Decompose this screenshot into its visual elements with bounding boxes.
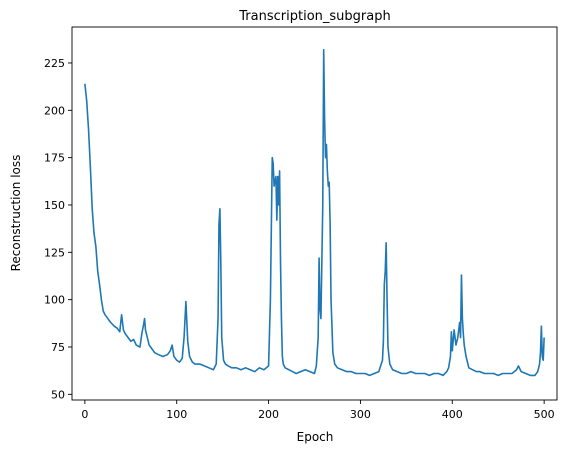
y-tick-label: 150 [44,199,65,212]
x-axis: 0 100 200 300 400 500 [81,400,554,421]
x-axis-label: Epoch [297,430,334,444]
y-tick-label: 75 [51,341,65,354]
y-axis: 50 75 100 125 150 175 200 225 [44,57,72,401]
y-tick-label: 100 [44,294,65,307]
y-tick-label: 125 [44,246,65,259]
y-tick-label: 200 [44,104,65,117]
x-tick-label: 200 [258,408,279,421]
y-tick-label: 225 [44,57,65,70]
y-tick-label: 175 [44,152,65,165]
y-tick-label: 50 [51,388,65,401]
x-tick-label: 400 [442,408,463,421]
x-tick-label: 300 [350,408,371,421]
chart-title: Transcription_subgraph [238,9,390,24]
x-tick-label: 500 [534,408,555,421]
x-tick-label: 100 [166,408,187,421]
plot-area [72,27,557,400]
x-tick-label: 0 [81,408,88,421]
y-axis-label: Reconstruction loss [9,155,23,272]
